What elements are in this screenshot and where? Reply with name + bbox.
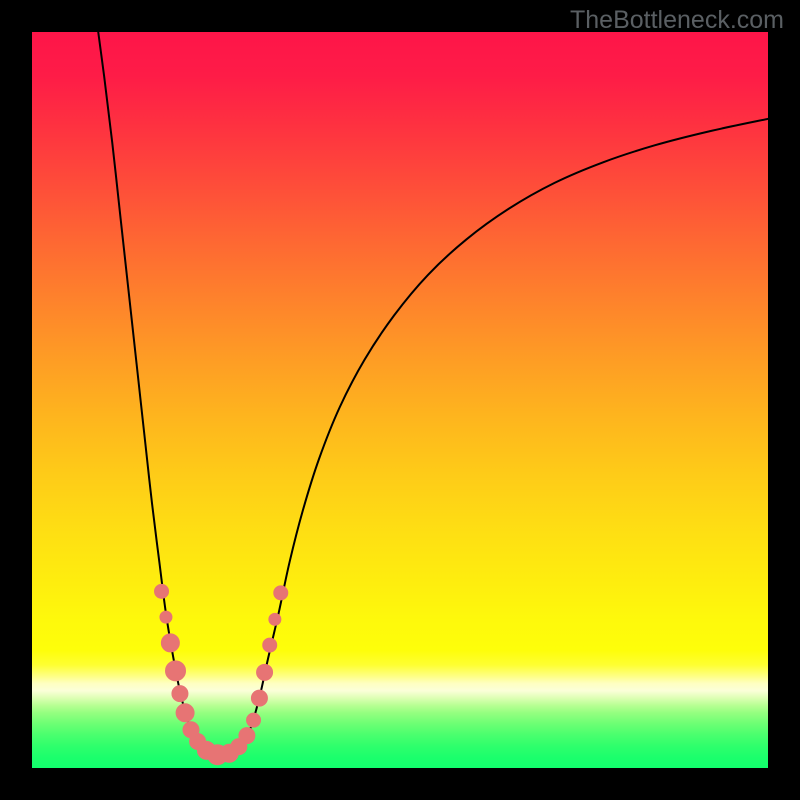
- plot-area: [32, 32, 768, 768]
- data-marker: [263, 638, 277, 652]
- watermark-text: TheBottleneck.com: [570, 6, 784, 35]
- data-marker: [274, 586, 288, 600]
- data-marker: [269, 613, 281, 625]
- data-marker: [251, 690, 267, 706]
- data-marker: [257, 664, 273, 680]
- chart-frame: TheBottleneck.com: [0, 0, 800, 800]
- data-marker: [172, 686, 188, 702]
- data-marker: [247, 713, 261, 727]
- data-marker: [176, 704, 194, 722]
- bottleneck-curve-layer: [32, 32, 768, 768]
- data-marker: [239, 728, 255, 744]
- data-marker: [155, 584, 169, 598]
- data-marker: [166, 661, 186, 681]
- data-marker: [160, 611, 172, 623]
- data-marker: [161, 634, 179, 652]
- bottleneck-curve: [98, 32, 768, 755]
